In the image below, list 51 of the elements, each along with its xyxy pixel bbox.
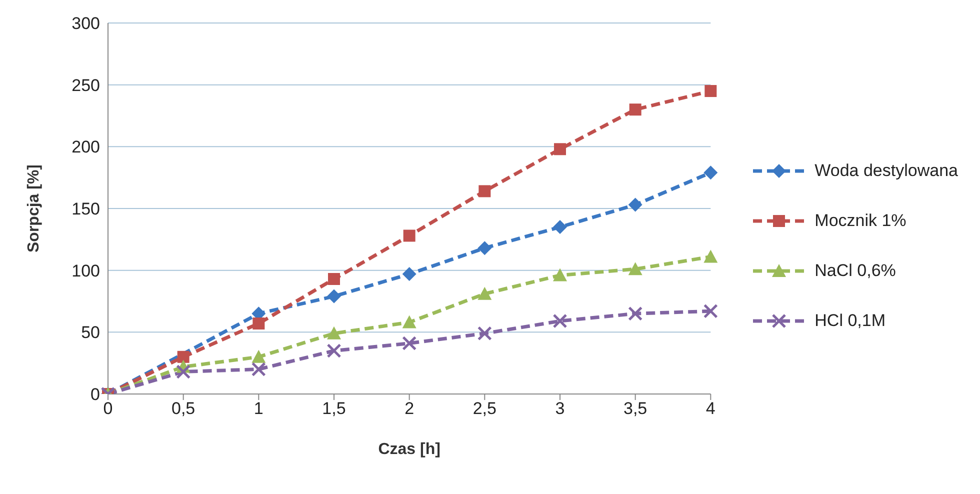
point xyxy=(552,220,567,234)
point xyxy=(552,268,567,282)
point xyxy=(628,306,643,321)
point xyxy=(402,267,416,282)
point xyxy=(478,286,492,300)
point xyxy=(326,343,342,358)
legend-label: Woda destylowana xyxy=(814,160,958,182)
point xyxy=(402,336,417,351)
legend-label: NaCl 0,6% xyxy=(814,260,896,282)
y-axis-title: Sorpcja [%] xyxy=(26,164,43,253)
y-tick-label: 0 xyxy=(90,385,100,404)
point xyxy=(628,262,642,276)
point xyxy=(252,318,265,330)
point xyxy=(552,314,568,328)
y-tick-label: 100 xyxy=(72,261,100,280)
point xyxy=(177,350,190,363)
point xyxy=(326,326,341,340)
point xyxy=(477,326,492,341)
point xyxy=(628,198,642,212)
point xyxy=(629,104,642,116)
x-tick-label: 0,5 xyxy=(172,399,196,418)
x-tick-label: 2 xyxy=(404,399,414,418)
y-tick-label: 250 xyxy=(72,76,100,95)
point xyxy=(478,241,492,256)
point xyxy=(328,272,340,285)
point xyxy=(251,362,266,377)
x-axis-title: Czas [h] xyxy=(378,441,440,458)
point xyxy=(402,315,416,328)
point xyxy=(176,364,191,379)
point xyxy=(703,304,718,318)
x-tick-label: 3 xyxy=(555,399,565,418)
x-tick-label: 3,5 xyxy=(624,399,648,418)
legend-label: HCl 0,1M xyxy=(814,310,886,332)
x-tick-label: 1,5 xyxy=(322,399,346,418)
point xyxy=(554,143,566,156)
y-tick-label: 300 xyxy=(72,14,100,34)
point xyxy=(478,185,491,198)
point xyxy=(326,289,341,304)
y-tick-label: 50 xyxy=(81,323,100,342)
y-tick-label: 200 xyxy=(72,138,100,157)
point xyxy=(403,230,416,242)
x-tick-label: 1 xyxy=(254,399,264,418)
legend-label: Mocznik 1% xyxy=(814,210,906,232)
point xyxy=(704,250,718,263)
y-tick-label: 150 xyxy=(72,200,100,219)
point xyxy=(704,166,718,180)
point xyxy=(704,85,717,98)
x-tick-label: 2,5 xyxy=(472,399,496,418)
point xyxy=(252,350,266,363)
x-tick-label: 4 xyxy=(706,399,716,418)
x-tick-label: 0 xyxy=(103,399,113,418)
